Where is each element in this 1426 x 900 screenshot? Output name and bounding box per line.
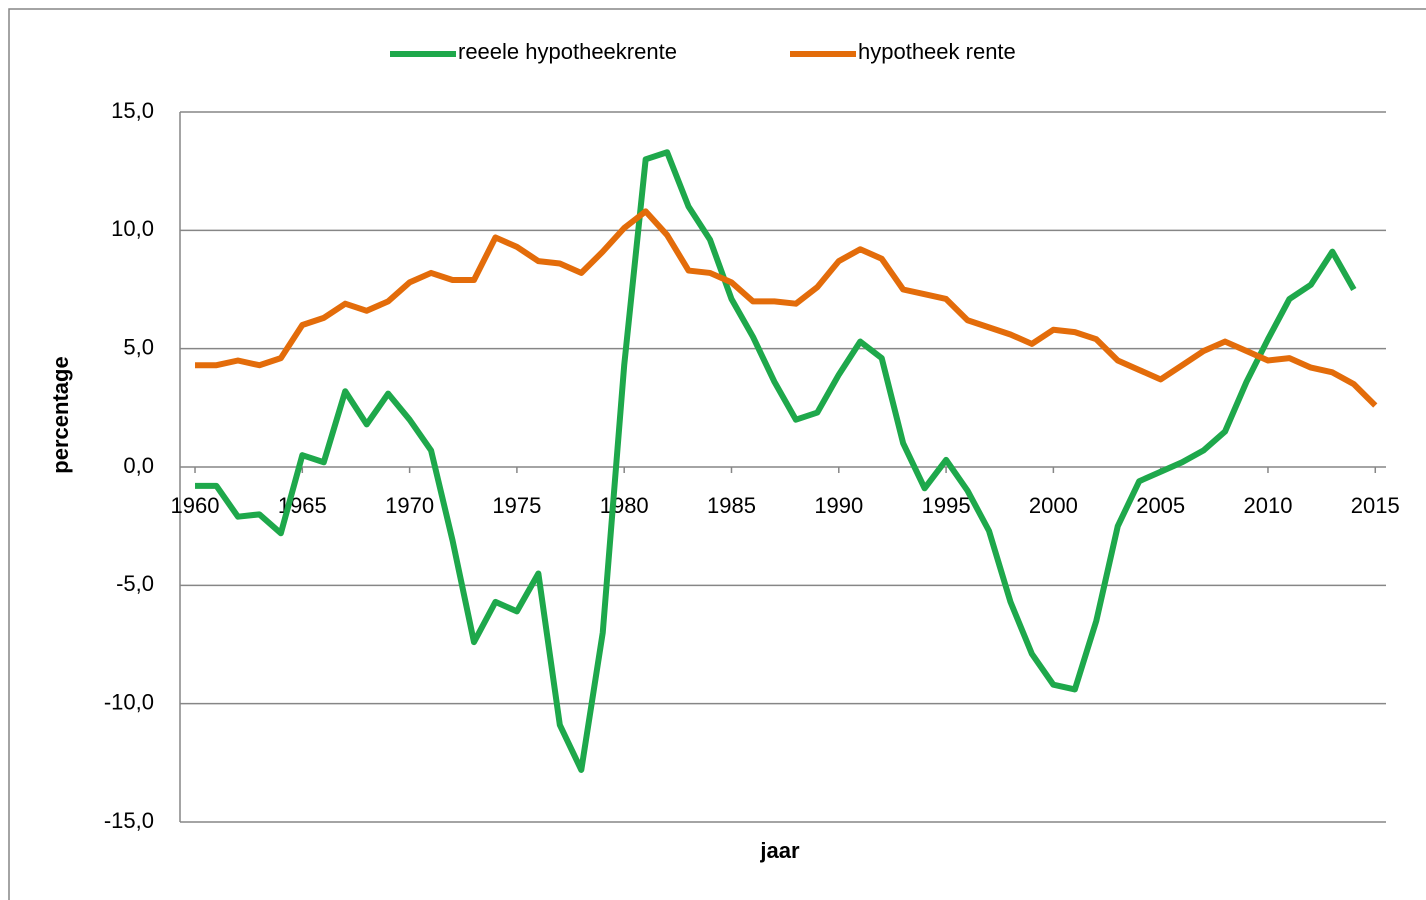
y-tick-label: -5,0 xyxy=(116,571,154,596)
line-series xyxy=(195,149,1357,773)
y-tick-label: 10,0 xyxy=(111,216,154,241)
x-tick-label: 1960 xyxy=(171,493,220,518)
x-tick-label: 1985 xyxy=(707,493,756,518)
y-tick-label: 0,0 xyxy=(123,453,154,478)
line-series xyxy=(195,208,1378,408)
x-tick-label: 2000 xyxy=(1029,493,1078,518)
x-tick-label: 1980 xyxy=(600,493,649,518)
y-tick-label: -15,0 xyxy=(104,808,154,833)
x-tick-label: 2005 xyxy=(1136,493,1185,518)
y-tick-label: 5,0 xyxy=(123,334,154,359)
x-tick-label: 2015 xyxy=(1351,493,1400,518)
x-axis-label: jaar xyxy=(759,838,800,863)
x-tick-label: 1990 xyxy=(814,493,863,518)
x-tick-label: 2010 xyxy=(1243,493,1292,518)
y-tick-label: -10,0 xyxy=(104,689,154,714)
legend-label: reeele hypotheekrente xyxy=(458,39,677,64)
x-tick-label: 1975 xyxy=(492,493,541,518)
chart-frame xyxy=(8,8,1426,900)
x-tick-label: 1970 xyxy=(385,493,434,518)
y-tick-label: 15,0 xyxy=(111,98,154,123)
x-tick-label: 1995 xyxy=(922,493,971,518)
y-axis-label: percentage xyxy=(48,356,73,473)
legend-label: hypotheek rente xyxy=(858,39,1016,64)
